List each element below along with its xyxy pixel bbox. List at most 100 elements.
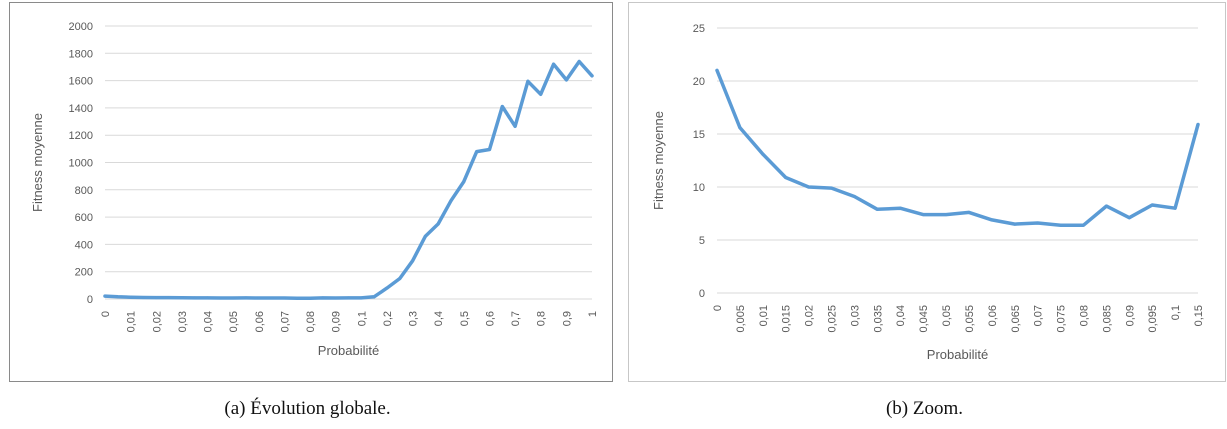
chart-frame-global: 0 200 400 600 800 1000 1200 1400 1600 1800 2000 0 0,… <box>9 2 613 382</box>
data-point <box>1013 222 1017 226</box>
y-tick-label: 200 <box>75 267 93 279</box>
chart-frame-zoom: 0 5 10 15 20 25 0 0,005 0,01 0,015 0,02 0,025 0,03 0,… <box>628 2 1226 382</box>
data-point <box>1173 206 1177 210</box>
data-point <box>218 296 222 300</box>
x-tick-label: 0,05 <box>941 305 953 326</box>
data-point <box>193 296 197 300</box>
x-tick-label: 0,02 <box>804 305 816 326</box>
data-point <box>944 213 948 217</box>
x-tick-label: 0,04 <box>895 305 907 326</box>
data-point <box>321 296 325 300</box>
x-tick-label: 0,045 <box>918 305 930 333</box>
data-point <box>449 199 453 203</box>
data-point <box>875 207 879 211</box>
data-point <box>206 296 210 300</box>
data-point <box>372 295 376 299</box>
data-point <box>436 222 440 226</box>
data-point <box>308 296 312 300</box>
y-axis-title: Fitness moyenne <box>651 111 666 210</box>
data-point <box>398 277 402 281</box>
x-tick-label: 0,01 <box>758 305 770 326</box>
data-point <box>898 206 902 210</box>
data-point <box>715 68 719 72</box>
data-point <box>539 92 543 96</box>
data-point <box>244 296 248 300</box>
x-tick-label: 0,07 <box>1033 305 1045 326</box>
y-tick-label: 20 <box>693 76 705 88</box>
x-tick-label: 0,9 <box>561 311 573 326</box>
data-point <box>282 296 286 300</box>
data-point <box>103 294 107 298</box>
x-tick-label: 0,04 <box>203 311 215 332</box>
x-tick-label: 0,6 <box>484 311 496 326</box>
data-point <box>552 62 556 66</box>
data-point <box>1059 223 1063 227</box>
y-tick-label: 15 <box>693 129 705 141</box>
x-tick-label: 0,2 <box>382 311 394 326</box>
y-tick-label: 800 <box>75 185 93 197</box>
x-tick-label: 1 <box>587 311 599 317</box>
data-point <box>1127 216 1131 220</box>
y-tick-label: 600 <box>75 212 93 224</box>
x-tick-label: 0,08 <box>1078 305 1090 326</box>
data-point <box>141 295 145 299</box>
data-point <box>154 296 158 300</box>
chart-global: 0 200 400 600 800 1000 1200 1400 1600 1800 2000 0 0,… <box>30 21 599 358</box>
data-point <box>830 186 834 190</box>
x-tick-label: 0,065 <box>1010 305 1022 333</box>
data-point <box>462 180 466 184</box>
data-point <box>784 175 788 179</box>
x-tick-label: 0,1 <box>1170 305 1182 320</box>
data-point <box>526 79 530 83</box>
data-point <box>1104 204 1108 208</box>
data-point <box>590 74 594 78</box>
data-point <box>500 105 504 109</box>
series-line <box>715 68 1200 227</box>
data-point <box>129 295 133 299</box>
y-tick-label: 25 <box>693 23 705 35</box>
data-point <box>385 286 389 290</box>
y-tick-label: 1800 <box>69 48 93 60</box>
data-point <box>1150 203 1154 207</box>
x-tick-label: 0,1 <box>356 311 368 326</box>
caption-global: (a) Évolution globale. <box>224 398 391 419</box>
data-point <box>359 296 363 300</box>
x-tick-label: 0,07 <box>279 311 291 332</box>
x-tick-label: 0,03 <box>177 311 189 332</box>
data-point <box>990 218 994 222</box>
data-point <box>167 296 171 300</box>
y-tick-label: 2000 <box>69 21 93 33</box>
x-tick-label: 0,3 <box>408 311 420 326</box>
x-tick-label: 0,06 <box>254 311 266 332</box>
data-point <box>423 234 427 238</box>
x-tick-label: 0,09 <box>331 311 343 332</box>
x-tick-label: 0,5 <box>459 311 471 326</box>
y-tick-label: 0 <box>87 294 93 306</box>
data-point <box>852 195 856 199</box>
x-tick-label: 0,085 <box>1101 305 1113 333</box>
data-point <box>1081 223 1085 227</box>
data-point <box>334 296 338 300</box>
x-tick-label: 0 <box>712 305 724 311</box>
y-tick-label: 1600 <box>69 76 93 88</box>
y-tick-label: 5 <box>699 235 705 247</box>
x-tick-label: 0,005 <box>735 305 747 333</box>
x-axis-title: Probabilité <box>318 343 379 358</box>
x-tick-label: 0,02 <box>151 311 163 332</box>
data-point <box>270 296 274 300</box>
data-point <box>761 152 765 156</box>
y-axis-title: Fitness moyenne <box>30 113 45 212</box>
x-tick-label: 0 <box>100 311 112 317</box>
data-point <box>295 296 299 300</box>
data-point <box>577 59 581 63</box>
data-point <box>257 296 261 300</box>
x-tick-label: 0,035 <box>872 305 884 333</box>
y-tick-label: 1000 <box>69 158 93 170</box>
chart-zoom: 0 5 10 15 20 25 0 0,005 0,01 0,015 0,02 0,025 0,03 0,… <box>651 23 1205 362</box>
data-point <box>411 259 415 263</box>
data-point <box>738 126 742 130</box>
data-point <box>116 295 120 299</box>
x-tick-label: 0,01 <box>126 311 138 332</box>
data-point <box>921 213 925 217</box>
y-tick-label: 10 <box>693 182 705 194</box>
